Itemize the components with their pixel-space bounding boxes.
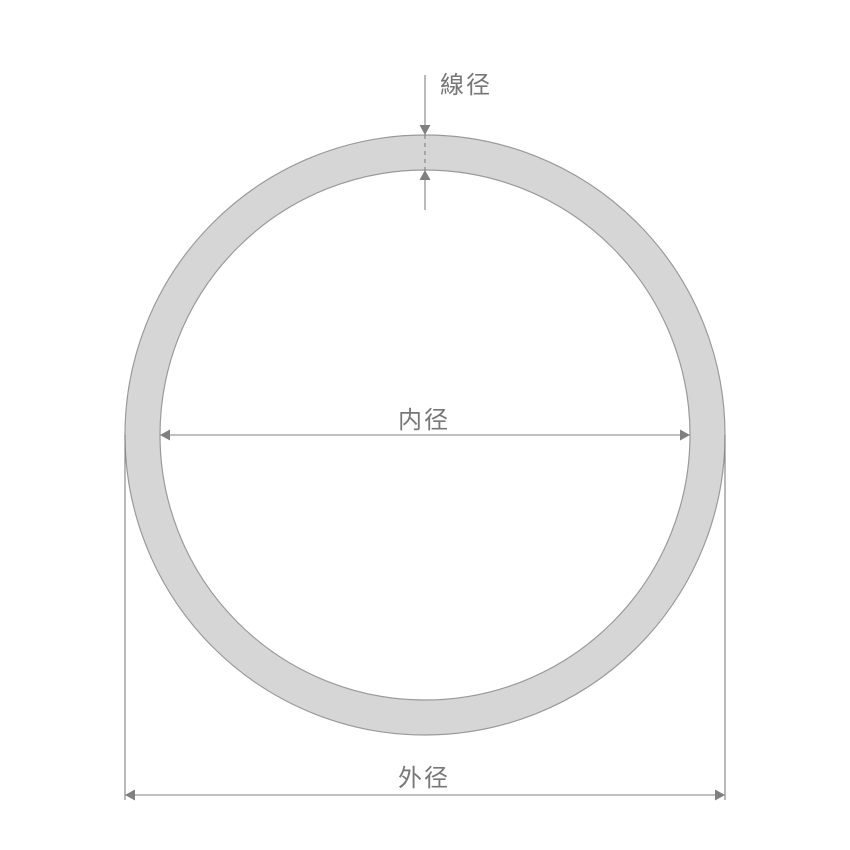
inner-diameter-label: 内径 bbox=[398, 400, 450, 435]
ring-diagram: 線径 内径 外径 bbox=[0, 0, 850, 850]
outer-diameter-label: 外径 bbox=[398, 758, 450, 793]
thickness-label: 線径 bbox=[440, 65, 492, 100]
